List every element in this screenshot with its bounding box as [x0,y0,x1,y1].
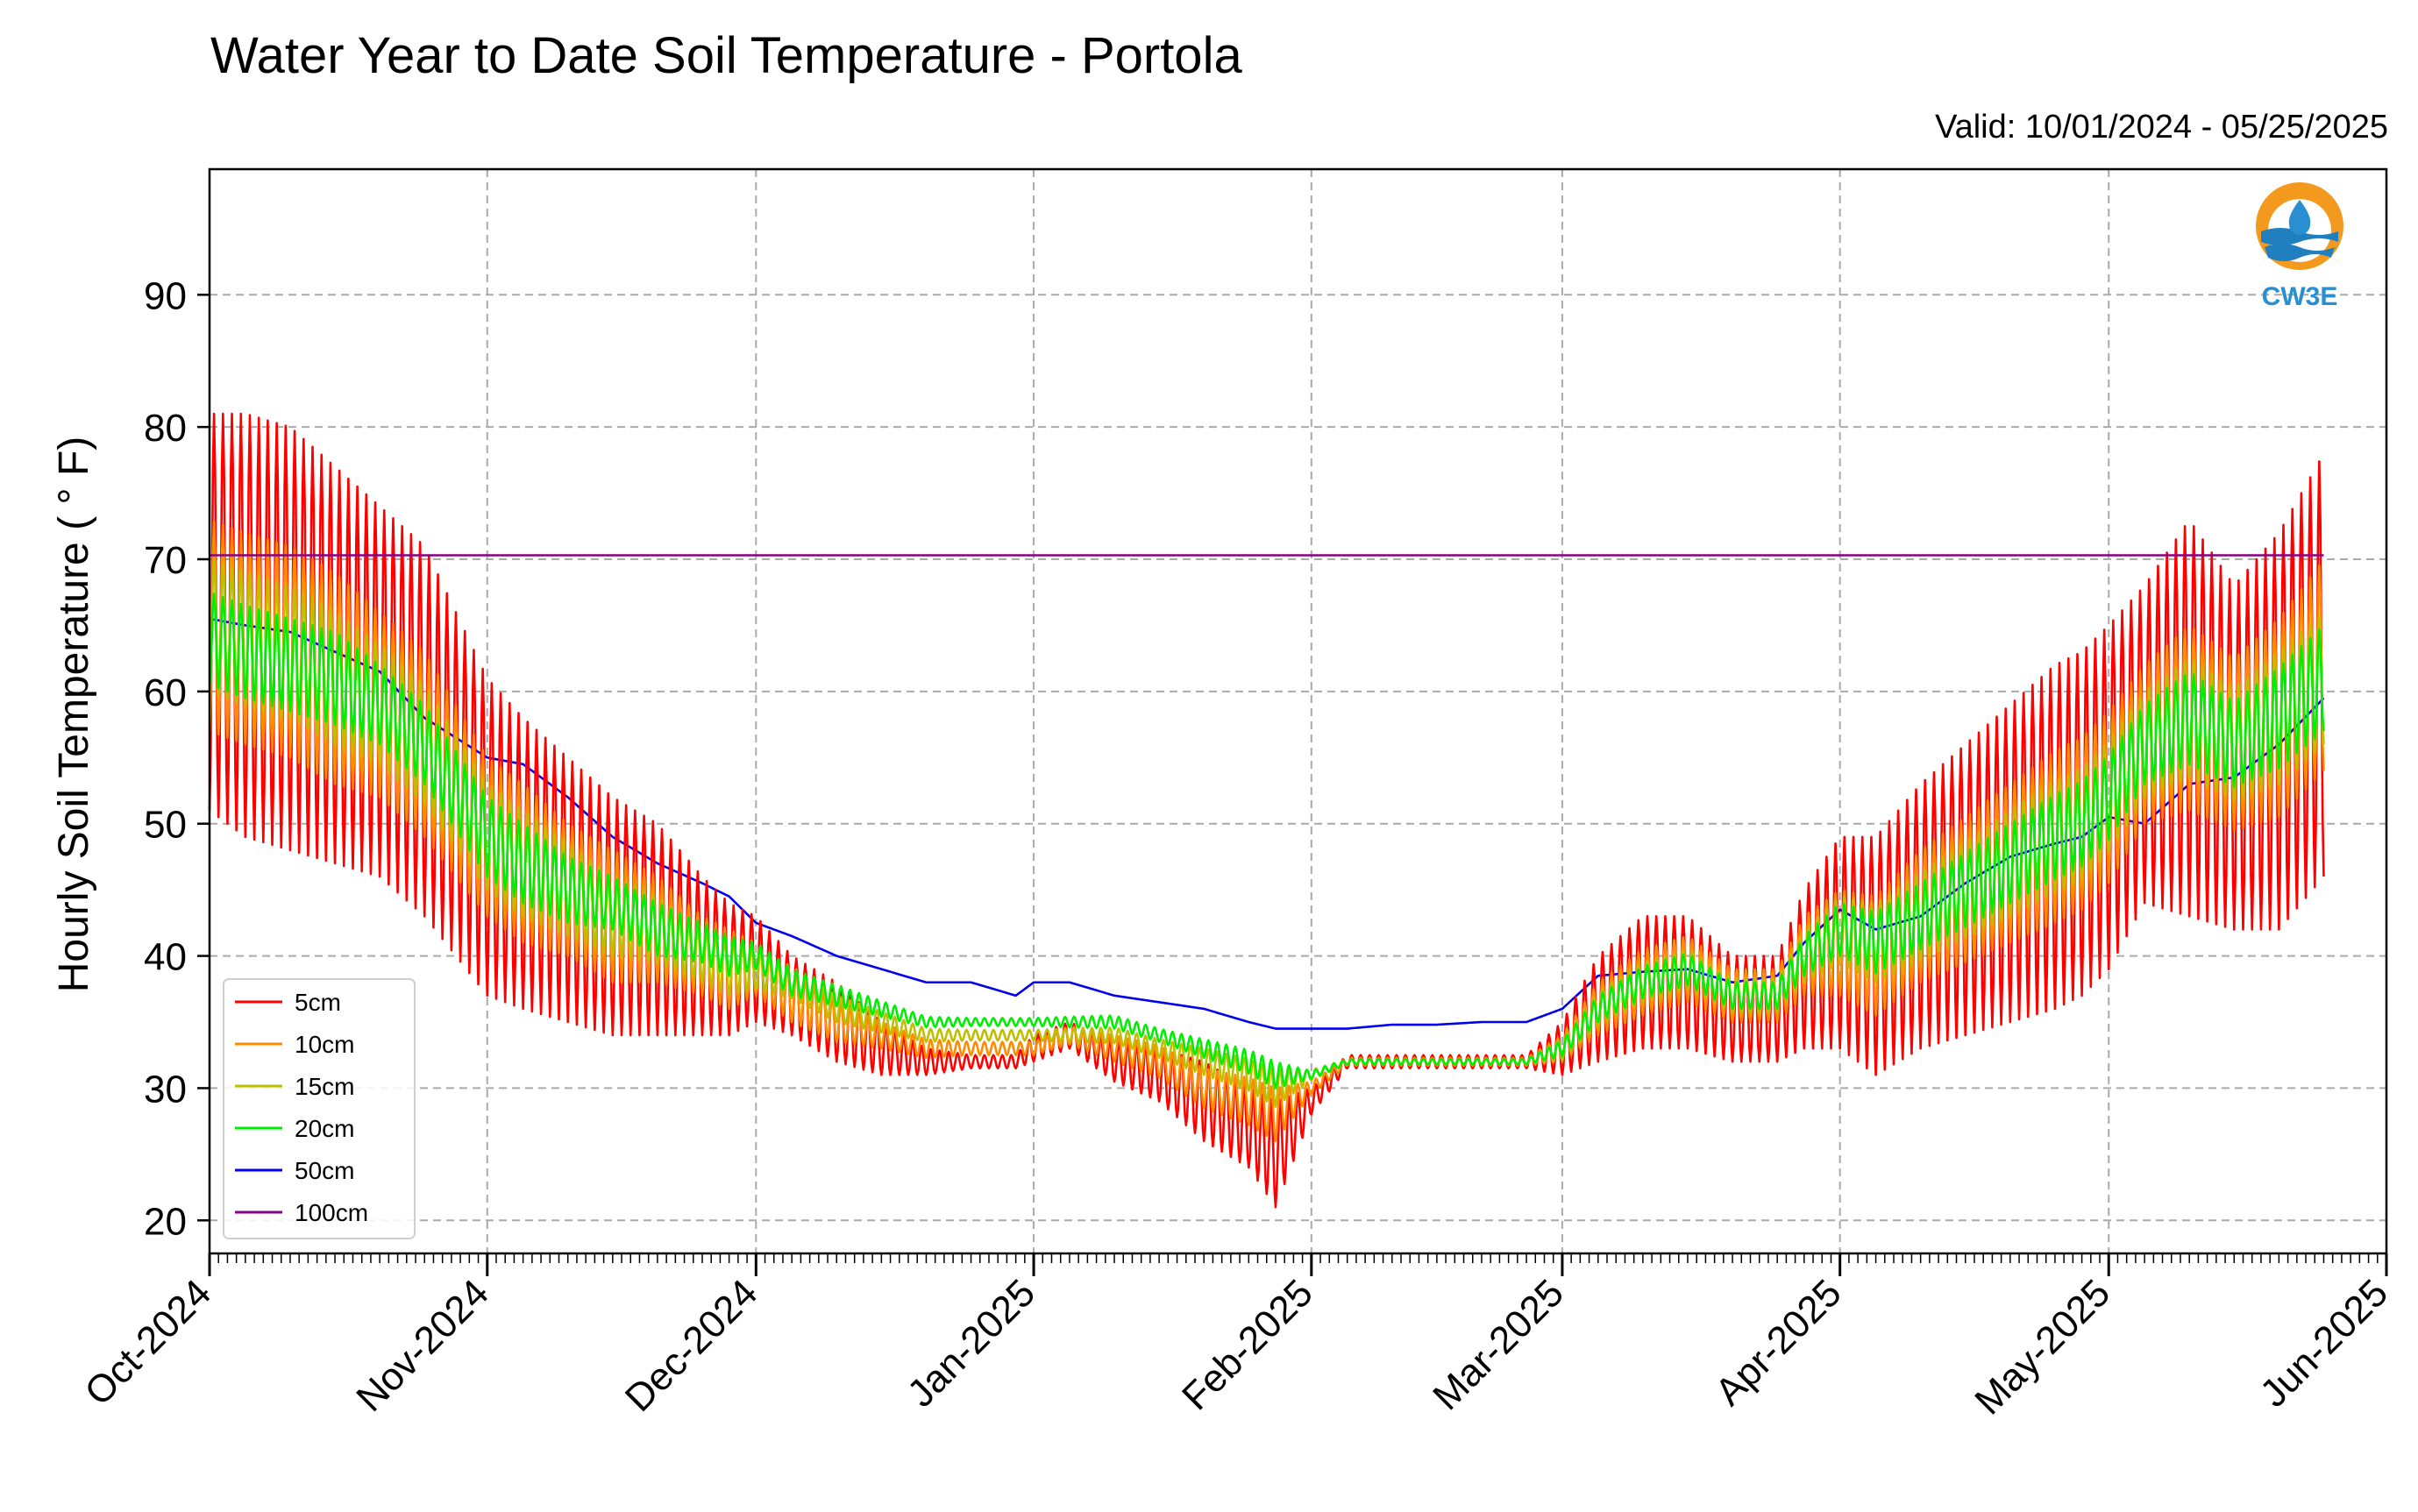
logo-wave-icon [2261,228,2338,245]
logo-text: CW3E [2262,282,2338,311]
y-tick-label: 70 [144,539,187,582]
legend-label-10cm: 10cm [295,1031,354,1058]
x-tick-label: Jun-2025 [2252,1271,2396,1415]
y-tick-label: 40 [144,936,187,979]
y-tick-label: 80 [144,407,187,450]
x-tick-label: Mar-2025 [1425,1271,1572,1418]
x-tick-label: Oct-2024 [76,1271,219,1414]
y-tick-label: 50 [144,804,187,847]
y-tick-label: 30 [144,1068,187,1111]
legend-label-50cm: 50cm [295,1157,354,1184]
x-tick-label: Apr-2025 [1707,1271,1850,1414]
x-tick-label: Nov-2024 [348,1271,497,1420]
y-tick-label: 60 [144,671,187,714]
legend-label-5cm: 5cm [295,989,341,1016]
legend-label-20cm: 20cm [295,1115,354,1142]
grid-layer [210,169,2386,1253]
y-tick-label: 90 [144,274,187,317]
series-line-20cm [208,593,2325,1090]
x-tick-label: Jan-2025 [900,1271,1043,1415]
plot-frame [208,167,2388,1255]
legend-label-100cm: 100cm [295,1199,368,1226]
legend-label-15cm: 15cm [295,1073,354,1100]
valid-date-range: Valid: 10/01/2024 - 05/25/2025 [1935,109,2388,146]
x-tick-label: Feb-2025 [1174,1271,1321,1418]
water-drop-icon [2288,200,2311,235]
y-tick-label: 20 [144,1200,187,1243]
cw3e-logo: CW3E [2256,182,2343,311]
x-tick-label: May-2025 [1966,1271,2118,1423]
y-axis-label: Hourly Soil Temperature ( ° F) [51,437,97,993]
series-line-5cm [208,412,2325,1209]
chart-title: Water Year to Date Soil Temperature - Po… [210,27,1242,84]
series-layer [208,412,2325,1209]
logo-wave-icon-2 [2265,244,2335,261]
x-tick-label: Dec-2024 [617,1271,766,1420]
legend: 5cm 10cm 15cm 20cm 50cm 100cm [223,978,416,1239]
